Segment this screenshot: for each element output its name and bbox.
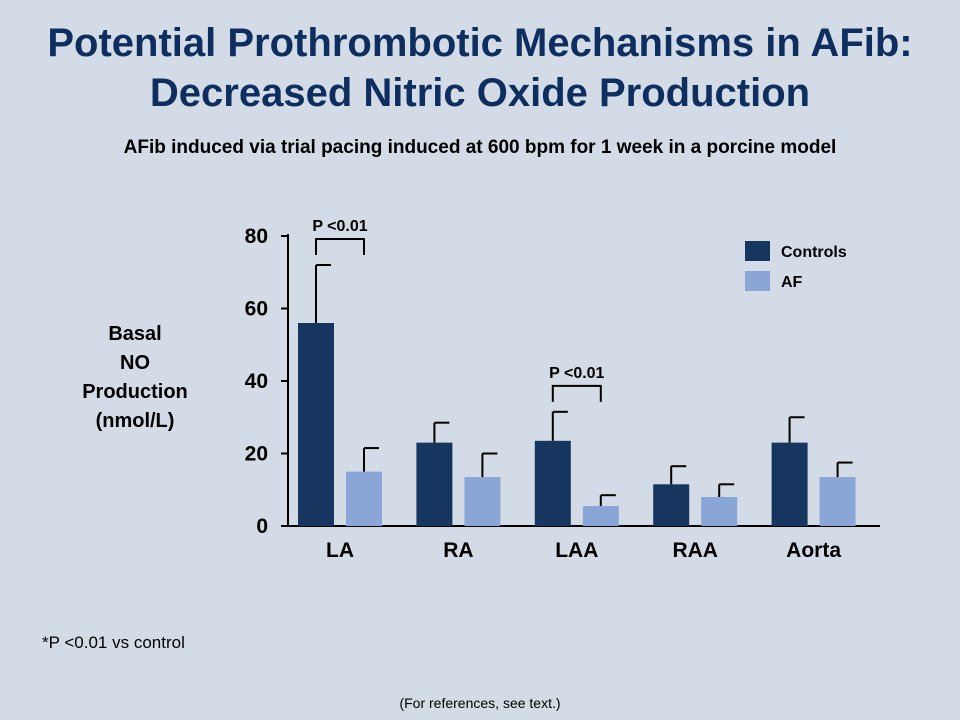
x-tick-label: LAA [555,539,598,562]
y-tick-label: 40 [245,370,268,393]
bar [416,442,453,526]
x-tick-label: Aorta [786,539,841,562]
x-tick-label: RA [443,539,473,562]
legend-label: AF [781,274,803,291]
significance-bracket [551,384,602,402]
significance-bracket [315,238,365,255]
y-tick-label: 0 [256,515,268,538]
bar [534,440,571,526]
legend-label: Controls [781,244,847,261]
title-line-2: Decreased Nitric Oxide Production [149,71,811,115]
x-tick-label: RAA [672,539,718,562]
bar [653,484,690,526]
y-tick-label: 80 [245,225,268,248]
reference-note: (For references, see text.) [399,695,561,711]
bar [701,497,738,526]
bar [464,477,501,526]
y-tick-label: 20 [245,443,268,466]
bar [771,442,808,526]
bar [819,477,856,526]
legend-swatch [745,271,770,291]
bar [346,471,382,526]
y-axis-label-line: Production [82,381,188,403]
footnote: *P <0.01 vs control [42,633,185,652]
slide-title: Potential Prothrombotic Mechanisms in AF… [0,18,960,118]
significance-label: P <0.01 [549,365,604,382]
y-axis-label-line: (nmol/L) [95,410,175,432]
bar [582,506,619,526]
x-tick-label: LA [326,539,354,562]
legend-swatch [745,241,770,261]
y-axis-label-line: NO [120,352,150,374]
bar [298,323,334,526]
title-line-1: Potential Prothrombotic Mechanisms in AF… [47,21,913,65]
y-axis-label: Basal NO Production (nmol/L) [55,320,215,436]
y-axis-label-line: Basal [108,323,162,345]
y-tick-label: 60 [245,298,268,321]
slide-subtitle: AFib induced via trial pacing induced at… [123,137,837,158]
significance-label: P <0.01 [312,218,367,235]
